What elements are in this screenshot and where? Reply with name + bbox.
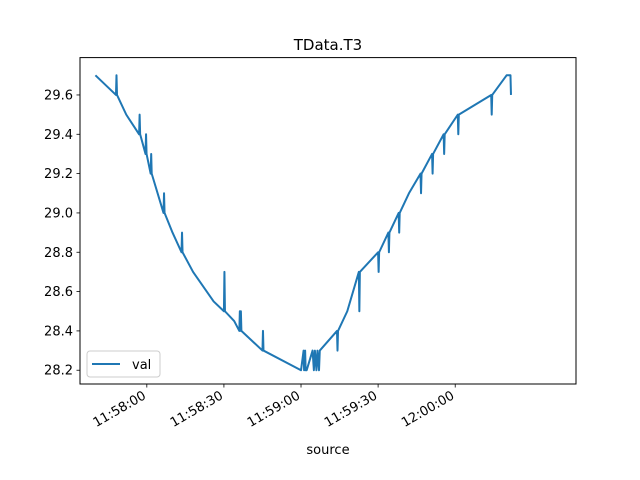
y-tick-label: 28.8: [44, 246, 73, 261]
y-tick-label: 28.2: [44, 364, 73, 379]
series-line-val: [94, 74, 512, 372]
x-tick-label: 11:58:30: [168, 388, 226, 430]
x-tick-label: 11:59:00: [245, 388, 303, 430]
y-tick-label: 29.2: [44, 167, 73, 182]
x-tick-label: 11:59:30: [322, 388, 380, 430]
legend: val: [86, 350, 161, 378]
y-axis: 28.2 28.4 28.6 28.8 29.0 29.2 29.4 29.6: [44, 88, 80, 379]
x-axis-label: source: [306, 443, 349, 458]
x-tick-label: 11:58:00: [91, 388, 149, 430]
x-axis: 11:58:00 11:58:30 11:59:00 11:59:30 12:00:00: [91, 384, 457, 431]
y-tick-label: 29.6: [44, 88, 73, 103]
y-tick-label: 29.0: [44, 206, 73, 221]
y-tick-label: 29.4: [44, 128, 73, 143]
plot-area: [79, 57, 577, 385]
chart-title: TData.T3: [293, 36, 362, 54]
series-layer: [94, 74, 512, 372]
y-tick-label: 28.4: [44, 324, 73, 339]
x-tick-label: 12:00:00: [399, 388, 457, 430]
y-tick-label: 28.6: [44, 285, 73, 300]
legend-label: val: [132, 358, 151, 373]
legend-box: [86, 350, 161, 378]
